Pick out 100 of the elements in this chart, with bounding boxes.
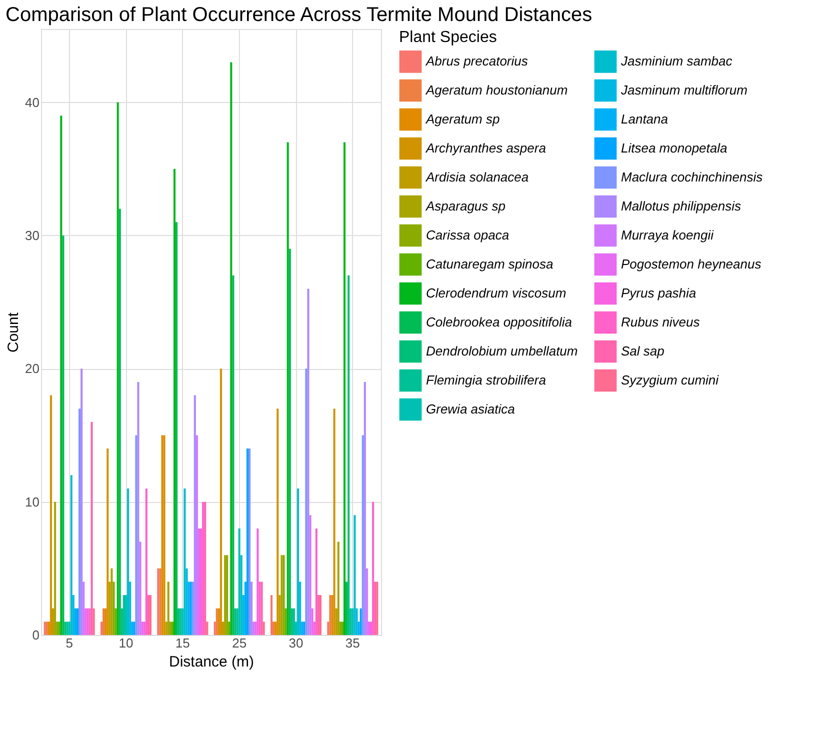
bar	[110, 568, 113, 635]
bar	[284, 608, 287, 635]
bar	[139, 542, 142, 635]
legend-label: Litsea monopetala	[621, 140, 728, 156]
bar	[145, 488, 148, 635]
bar	[135, 435, 138, 635]
bar	[108, 582, 111, 635]
legend-label: Jasminum multiflorum	[620, 82, 748, 98]
x-tick-label: 10	[118, 636, 134, 650]
bar	[370, 622, 372, 635]
bar	[176, 222, 178, 635]
legend-label: Catunaregam spinosa	[426, 256, 554, 272]
bar	[52, 608, 54, 635]
legend-label: Grewia asiatica	[426, 402, 515, 416]
bar	[118, 208, 121, 635]
bar	[276, 408, 279, 635]
bar	[54, 502, 56, 635]
bar	[360, 608, 362, 635]
bar	[307, 288, 310, 635]
bar	[313, 622, 316, 635]
legend-label: Colebrookea oppositifolia	[426, 314, 572, 330]
bar	[286, 142, 289, 635]
bar	[184, 488, 186, 635]
bar	[354, 515, 356, 635]
bar	[112, 582, 115, 635]
legend-label: Lantana	[621, 112, 668, 126]
bar	[90, 422, 93, 635]
bar	[200, 528, 202, 635]
bar	[62, 235, 64, 635]
bar	[335, 608, 338, 635]
chart-title: Comparison of Plant Occurrence Across Termite Mound Distances	[6, 4, 592, 26]
bar	[76, 608, 79, 635]
bar	[70, 475, 72, 635]
legend-label: Abrus precatorius	[425, 54, 528, 69]
bar	[222, 622, 224, 635]
bar	[299, 582, 302, 635]
bar	[368, 622, 370, 635]
bar	[173, 168, 176, 635]
bar	[122, 595, 125, 635]
legend-label: Syzygium cumini	[621, 372, 720, 388]
bar	[248, 448, 251, 635]
x-tick-label: 5	[66, 636, 73, 650]
bar	[228, 622, 230, 635]
x-tick-label: 25	[232, 636, 247, 650]
y-tick-label: 10	[25, 494, 40, 510]
x-axis-title: Distance (m)	[168, 654, 254, 670]
bar	[256, 528, 259, 635]
bar	[333, 408, 336, 635]
bar	[206, 622, 208, 635]
bar	[92, 608, 95, 635]
bar	[250, 582, 253, 635]
bar	[127, 488, 130, 635]
bar	[346, 582, 348, 635]
bar	[230, 62, 232, 635]
bar	[337, 542, 340, 635]
legend-label: Ardisia solanacea	[425, 170, 529, 184]
bar	[278, 595, 281, 635]
bar	[242, 595, 244, 635]
legend-label: Dendrolobium umbellatum	[426, 344, 578, 358]
legend-label: Rubus niveus	[621, 314, 700, 330]
x-tick-label: 35	[345, 636, 360, 650]
legend-label: Pogostemon heyneanus	[621, 256, 762, 272]
legend-label: Pyrus pashia	[621, 286, 696, 300]
bar	[270, 595, 273, 635]
y-tick-label: 0	[32, 628, 40, 642]
bar	[348, 275, 350, 635]
bar	[80, 368, 83, 635]
bar	[362, 435, 364, 635]
legend-label: Sal sap	[621, 344, 664, 358]
bar	[297, 488, 300, 635]
bar	[60, 116, 62, 635]
bar	[72, 595, 74, 635]
bar	[100, 622, 103, 635]
bar	[343, 142, 346, 635]
legend-title: Plant Species	[399, 29, 497, 46]
bar	[129, 582, 132, 635]
legend-label: Clerodendrum viscosum	[426, 286, 566, 300]
bar	[137, 382, 140, 635]
bar	[106, 448, 109, 635]
x-tick-label: 15	[175, 636, 190, 650]
legend-label: Ageratum sp	[425, 112, 500, 126]
y-tick-label: 30	[25, 228, 40, 243]
y-tick-label: 40	[25, 94, 40, 110]
bar	[288, 248, 291, 635]
legend-label: Maclura cochinchinensis	[621, 170, 764, 184]
legend-label: Asparagus sp	[425, 198, 506, 214]
bar	[198, 528, 200, 635]
bar	[305, 368, 308, 635]
bar	[372, 502, 374, 635]
bar	[82, 582, 85, 635]
legend-label: Archyranthes aspera	[425, 140, 546, 156]
bar	[165, 622, 168, 635]
bar	[114, 608, 117, 635]
bar	[246, 448, 249, 635]
bar	[186, 568, 188, 635]
y-axis-title: Count	[5, 312, 22, 353]
legend-label: Carissa opaca	[426, 228, 510, 242]
bar	[238, 528, 240, 635]
bar	[309, 515, 312, 635]
bar	[232, 275, 234, 635]
